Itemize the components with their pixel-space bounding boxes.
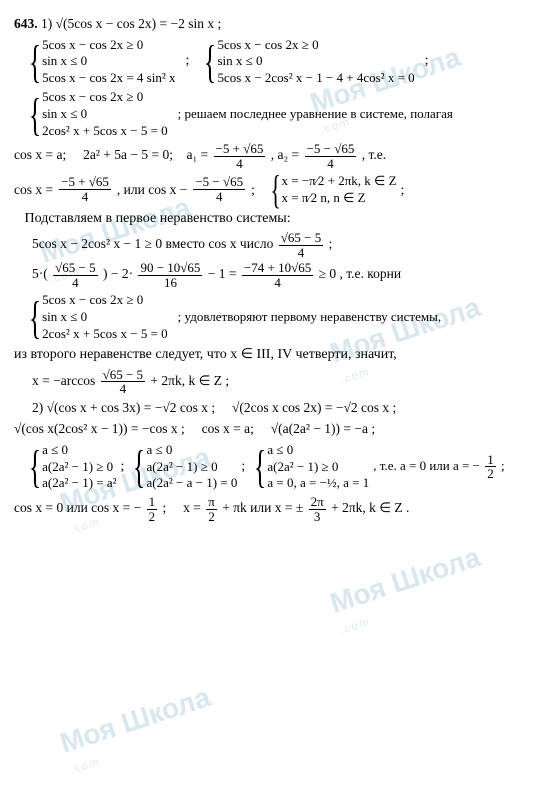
substitute-note: Подставляем в первое неравенство системы… (14, 209, 544, 229)
system-2-note: ; удовлетворяют первому неравенству сист… (178, 308, 441, 327)
system-1c-note: ; решаем последнее уравнение в системе, … (178, 105, 453, 124)
watermark: Моя Школа.com (55, 677, 221, 779)
part-2-line-2: √(cos x(2cos² x − 1)) = −cos x ; cos x =… (14, 419, 544, 439)
quadrant-note: из второго неравенстве следует, что x ∈ … (14, 345, 544, 365)
substitute-line: 5cos x − 2cos² x − 1 ≥ 0 вместо cos x чи… (32, 231, 544, 259)
watermark: Моя Школа.com (325, 537, 491, 639)
solution-system: x = −π⁄2 + 2πk, k ∈ Z x = π⁄2 n, n ∈ Z (282, 173, 397, 206)
system-2: 5cos x − cos 2x ≥ 0 sin x ≤ 0 2cos² x + … (42, 292, 168, 342)
system-1-row: { 5cos x − cos 2x ≥ 0 sin x ≤ 0 5cos x −… (24, 37, 544, 87)
system-3c: a ≤ 0 a(2a² − 1) ≥ 0 a = 0, a = −½, a = … (267, 442, 369, 492)
system-1c: 5cos x − cos 2x ≥ 0 sin x ≤ 0 2cos² x + … (42, 89, 168, 139)
system-2-row: { 5cos x − cos 2x ≥ 0 sin x ≤ 0 2cos² x … (24, 292, 544, 342)
line-1: 1) √(5cos x − cos 2x) = −2 sin x ; (41, 16, 221, 31)
cosx-values-line: cos x = −5 + √654 , или cos x − −5 − √65… (14, 173, 544, 207)
system-1c-row: { 5cos x − cos 2x ≥ 0 sin x ≤ 0 2cos² x … (24, 89, 544, 139)
problem-number: 643. (14, 16, 38, 31)
part-2-line-1: 2) √(cos x + cos 3x) = −√2 cos x ; √(2co… (32, 398, 544, 418)
answer-2: cos x = 0 или cos x = − 12 ; x = π2 + πk… (14, 495, 544, 523)
system-3b: a ≤ 0 a(2a² − 1) ≥ 0 a(2a² − a − 1) = 0 (147, 442, 238, 492)
system-1a: 5cos x − cos 2x ≥ 0 sin x ≤ 0 5cos x − c… (42, 37, 175, 87)
answer-1: x = −arccos √65 − 54 + 2πk, k ∈ Z ; (32, 368, 544, 396)
system-1b: 5cos x − cos 2x ≥ 0 sin x ≤ 0 5cos x − 2… (217, 37, 414, 87)
check-line: 5·( √65 − 54 ) − 2· 90 − 10√6516 − 1 = −… (32, 261, 544, 289)
system-3a: a ≤ 0 a(2a² − 1) ≥ 0 a(2a² − 1) = a² (42, 442, 116, 492)
system-3-row: { a ≤ 0 a(2a² − 1) ≥ 0 a(2a² − 1) = a² ;… (24, 442, 544, 492)
system-3-note: , т.е. a = 0 или a = − 12 ; (373, 453, 504, 481)
